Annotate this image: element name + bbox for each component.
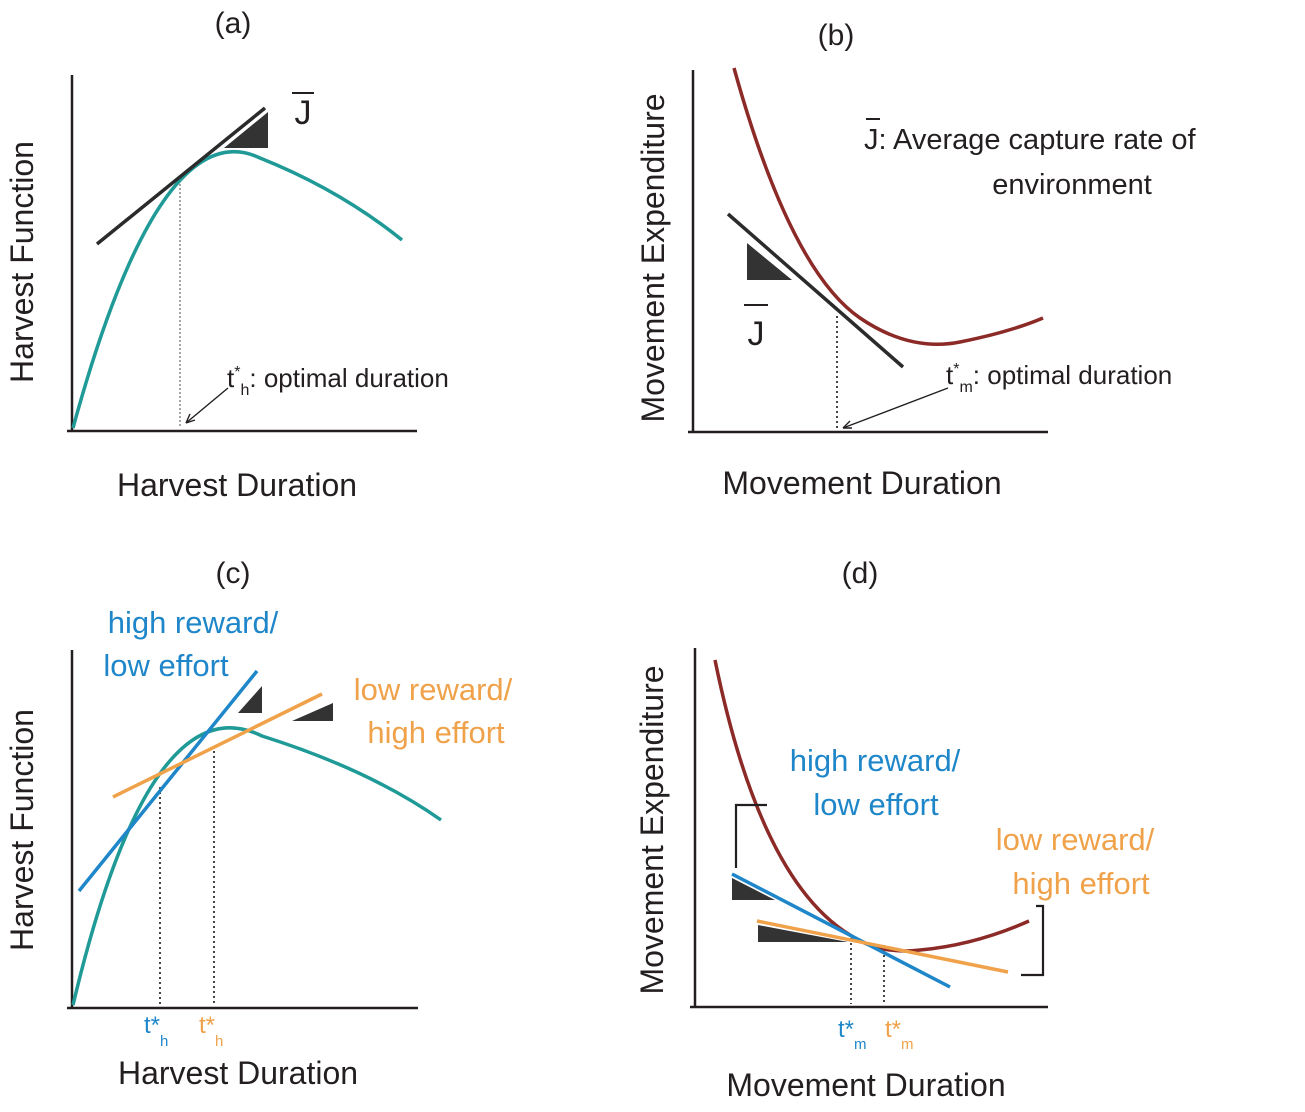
panel-a-slope-wedge [224,112,268,148]
panel-c-high-slope-wedge [238,686,262,713]
panel-c-low-slope-wedge [292,703,333,721]
panel-c: (c) high reward/ low effort low reward/ … [4,557,513,1091]
panel-c-tick-orange: t*h [199,1012,223,1050]
panel-d-high-bracket [734,803,767,868]
panel-c-low-label-line2: high effort [367,715,505,750]
panel-d-low-label-line2: high effort [1012,866,1150,901]
panel-b-annotation-sub: m [959,379,972,396]
panel-c-tick-blue-sub: h [160,1033,168,1050]
panel-d-tick-orange-t: t* [885,1016,901,1043]
panel-a-harvest-curve [71,150,404,429]
panel-a-annotation-star: * [234,364,240,381]
panel-c-high-label-line2: low effort [103,648,229,683]
panel-b-slope-wedge [747,243,792,280]
panel-b-average-rate-line [726,212,905,369]
panel-c-tick-blue: t*h [144,1012,168,1050]
panel-c-tick-orange-sub: h [215,1033,223,1050]
panel-a-annotation-arrowhead [185,413,196,424]
panel-b-x-label: Movement Duration [722,465,1001,501]
panel-b-slope-label: J [748,315,765,353]
panel-a-average-rate-line [95,106,267,246]
panel-d-tick-blue: t*m [838,1016,867,1053]
panel-b-label: (b) [818,19,855,52]
panel-c-high-reward-line [77,669,259,893]
panel-d-x-label: Movement Duration [726,1067,1005,1103]
panel-c-low-label-line1: low reward/ [354,672,513,707]
panel-b: (b) J J: Average capture rate of environ… [635,19,1197,501]
panel-b-annotation-text: : optimal duration [973,360,1172,390]
panel-b-annotation-arrow [842,387,949,429]
panel-b-legend-line2: environment [992,169,1152,201]
panel-a-annotation-t: t [227,363,235,393]
panel-d-low-label-line1: low reward/ [996,822,1155,857]
panel-b-annotation-arrowhead [842,420,852,429]
panel-d-tick-orange: t*m [885,1016,914,1053]
panel-a-annotation-text: : optimal duration [249,363,448,393]
panel-d-tick-blue-sub: m [854,1036,867,1053]
panel-c-x-label: Harvest Duration [118,1055,358,1091]
panel-a-y-label: Harvest Function [4,141,40,383]
panel-b-annotation-star: * [953,361,959,378]
panel-b-annotation: t*m: optimal duration [946,360,1172,396]
panel-c-tick-orange-t: t* [199,1012,215,1039]
panel-d-low-bracket [1021,904,1045,977]
panel-d-low-reward-line [756,919,1009,974]
panel-b-y-label: Movement Expenditure [635,93,671,422]
panel-d-y-label: Movement Expenditure [634,665,670,994]
panel-d-label: (d) [842,557,879,590]
panel-c-high-label-line1: high reward/ [108,605,279,640]
panel-b-annotation-t: t [946,360,954,390]
panel-b-legend-line1: J: Average capture rate of [864,124,1197,156]
panel-d-high-label-line2: low effort [813,787,939,822]
panel-b-movement-curve [732,67,1044,346]
panel-d-low-slope-wedge [758,925,848,942]
panel-a-annotation-sub: h [240,382,249,399]
panel-d-tick-blue-t: t* [838,1016,854,1043]
panel-c-low-reward-line [112,692,323,799]
panel-b-legend-symbol: J [864,124,879,156]
panel-d-tick-orange-sub: m [901,1036,914,1053]
panel-c-label: (c) [216,557,251,590]
panel-c-harvest-curve [71,726,443,1006]
panel-d-high-label-line1: high reward/ [790,743,961,778]
panel-b-legend-text: : Average capture rate of [879,124,1197,156]
panel-a-annotation-arrow [185,387,229,424]
panel-c-y-label: Harvest Function [4,709,40,951]
panel-d: (d) high reward/ low effort low reward/ … [634,557,1155,1103]
panel-a-annotation: t*h: optimal duration [227,363,449,399]
panel-a-label: (a) [215,7,252,40]
panel-a-x-label: Harvest Duration [117,467,357,503]
panel-a-slope-label: J [295,94,312,132]
panel-d-high-slope-wedge [732,878,775,900]
panel-c-tick-blue-t: t* [144,1012,160,1039]
panel-a: (a) J t*h: optimal duration Harvest Dura… [4,7,449,503]
panel-d-high-reward-line [731,872,951,989]
